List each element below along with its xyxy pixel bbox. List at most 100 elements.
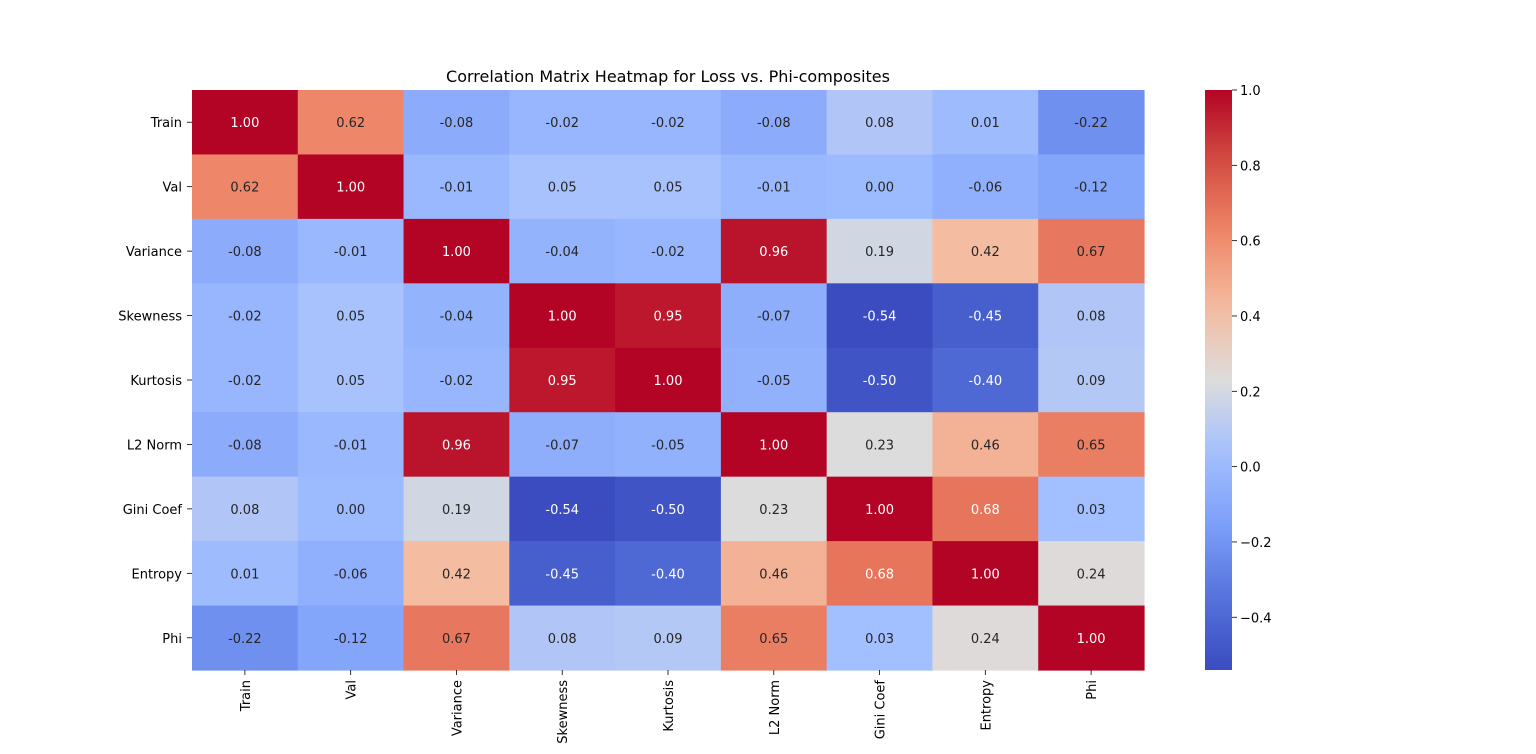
heatmap-cell (1038, 154, 1145, 220)
heatmap-cell (509, 218, 616, 284)
cell-value-label: -0.40 (651, 567, 685, 582)
cell-value-label: 1.00 (865, 503, 894, 518)
cell-value-label: 0.08 (230, 503, 259, 518)
heatmap-cell (932, 218, 1039, 284)
heatmap-cell (826, 154, 934, 220)
cell-value-label: -0.07 (545, 438, 579, 453)
heatmap-cell (932, 283, 1039, 349)
cell-value-label: -0.02 (228, 374, 262, 389)
cell-value-label: 0.19 (865, 245, 894, 260)
cell-value-label: 1.00 (971, 567, 1000, 582)
heatmap-cell (297, 541, 405, 607)
cell-value-label: 0.03 (865, 632, 894, 647)
heatmap-cell (1038, 283, 1145, 349)
heatmap-cell (615, 218, 722, 284)
colorbar-ticks: 1.0 0.8 0.6 0.4 0.2 0.0 −0.2 −0.4 (1232, 84, 1272, 626)
y-tick-label: Val (163, 181, 182, 196)
x-tick-label: Skewness (556, 680, 571, 744)
cell-value-label: -0.01 (334, 245, 368, 260)
cell-value-label: -0.01 (334, 438, 368, 453)
heatmap-cell (826, 90, 934, 156)
heatmap-cell (509, 154, 616, 220)
cell-value-label: 1.00 (759, 438, 788, 453)
heatmap-cell (403, 347, 510, 413)
cell-value-label: 0.62 (336, 116, 365, 131)
heatmap-cell (932, 347, 1039, 413)
heatmap-cell (932, 605, 1039, 671)
cell-value-label: -0.12 (1074, 181, 1108, 196)
cell-value-label: 0.68 (971, 503, 1000, 518)
heatmap-cell (403, 283, 510, 349)
heatmap-cell (1038, 347, 1145, 413)
cell-value-label: -0.50 (651, 503, 685, 518)
cell-value-label: -0.05 (651, 438, 685, 453)
heatmap-cell (826, 347, 934, 413)
cell-value-label: 0.42 (442, 567, 471, 582)
heatmap-cell (1038, 541, 1145, 607)
heatmap-cell (509, 541, 616, 607)
y-tick-labels: Train Val Variance Skewness Kurtosis L2 Norm G… (118, 116, 192, 647)
heatmap-cell (297, 283, 405, 349)
heatmap-cell (720, 412, 828, 478)
cell-value-label: -0.08 (440, 116, 474, 131)
heatmap-cell (720, 283, 828, 349)
heatmap-cell (932, 541, 1039, 607)
cell-value-label: -0.08 (228, 245, 262, 260)
heatmap-cell (826, 605, 934, 671)
heatmap-cell (192, 412, 299, 478)
heatmap-cell (297, 218, 405, 284)
colorbar-tick-label: −0.2 (1240, 536, 1272, 551)
cell-value-label: 0.95 (654, 310, 683, 325)
heatmap-cell (615, 283, 722, 349)
heatmap-cell (297, 412, 405, 478)
heatmap-cell (1038, 476, 1145, 542)
cell-value-label: -0.02 (228, 310, 262, 325)
x-tick-label: Gini Coef (874, 680, 889, 740)
cell-value-label: 1.00 (654, 374, 683, 389)
cell-value-label: 0.42 (971, 245, 1000, 260)
cell-value-label: 0.65 (759, 632, 788, 647)
heatmap-cell (192, 218, 299, 284)
heatmap-cell (615, 90, 722, 156)
heatmap-cell (297, 476, 405, 542)
heatmap-cell (192, 541, 299, 607)
heatmap-cell (403, 90, 510, 156)
colorbar-tick-label: 0.6 (1240, 235, 1261, 250)
cell-value-label: -0.45 (969, 310, 1003, 325)
heatmap-cell (932, 154, 1039, 220)
cell-value-label: -0.54 (863, 310, 897, 325)
colorbar-tick-label: 0.8 (1240, 159, 1261, 174)
cell-value-label: 0.01 (971, 116, 1000, 131)
y-tick-label: Kurtosis (130, 374, 182, 389)
y-tick-label: Train (150, 116, 182, 131)
cell-value-label: 1.00 (1077, 632, 1106, 647)
cell-value-label: 0.05 (336, 374, 365, 389)
heatmap-cell (932, 476, 1039, 542)
cell-value-label: 0.67 (442, 632, 471, 647)
heatmap-cell (403, 541, 510, 607)
cell-value-label: -0.02 (651, 245, 685, 260)
cell-value-label: -0.04 (440, 310, 474, 325)
cell-value-label: 0.67 (1077, 245, 1106, 260)
heatmap-cell (192, 605, 299, 671)
cell-value-label: 0.62 (230, 181, 259, 196)
cell-value-label: 0.09 (654, 632, 683, 647)
x-tick-label: Val (345, 680, 360, 699)
cell-value-label: -0.01 (757, 181, 791, 196)
heatmap-cell (615, 476, 722, 542)
cell-value-label: 0.19 (442, 503, 471, 518)
heatmap-cell (509, 476, 616, 542)
colorbar-tick-label: 0.4 (1240, 310, 1261, 325)
heatmap-cells: 1.00 0.62 -0.08 -0.02 -0.02 -0.08 0.08 0.01 -0.2… (192, 90, 1145, 671)
heatmap-cell (615, 412, 722, 478)
y-tick-label: L2 Norm (127, 438, 182, 453)
cell-value-label: 0.23 (865, 438, 894, 453)
heatmap-cell (509, 412, 616, 478)
cell-value-label: 0.08 (1077, 310, 1106, 325)
colorbar-tick-label: 0.2 (1240, 385, 1261, 400)
heatmap-cell (509, 283, 616, 349)
cell-value-label: 0.08 (548, 632, 577, 647)
cell-value-label: 0.05 (336, 310, 365, 325)
y-tick-label: Phi (162, 632, 182, 647)
